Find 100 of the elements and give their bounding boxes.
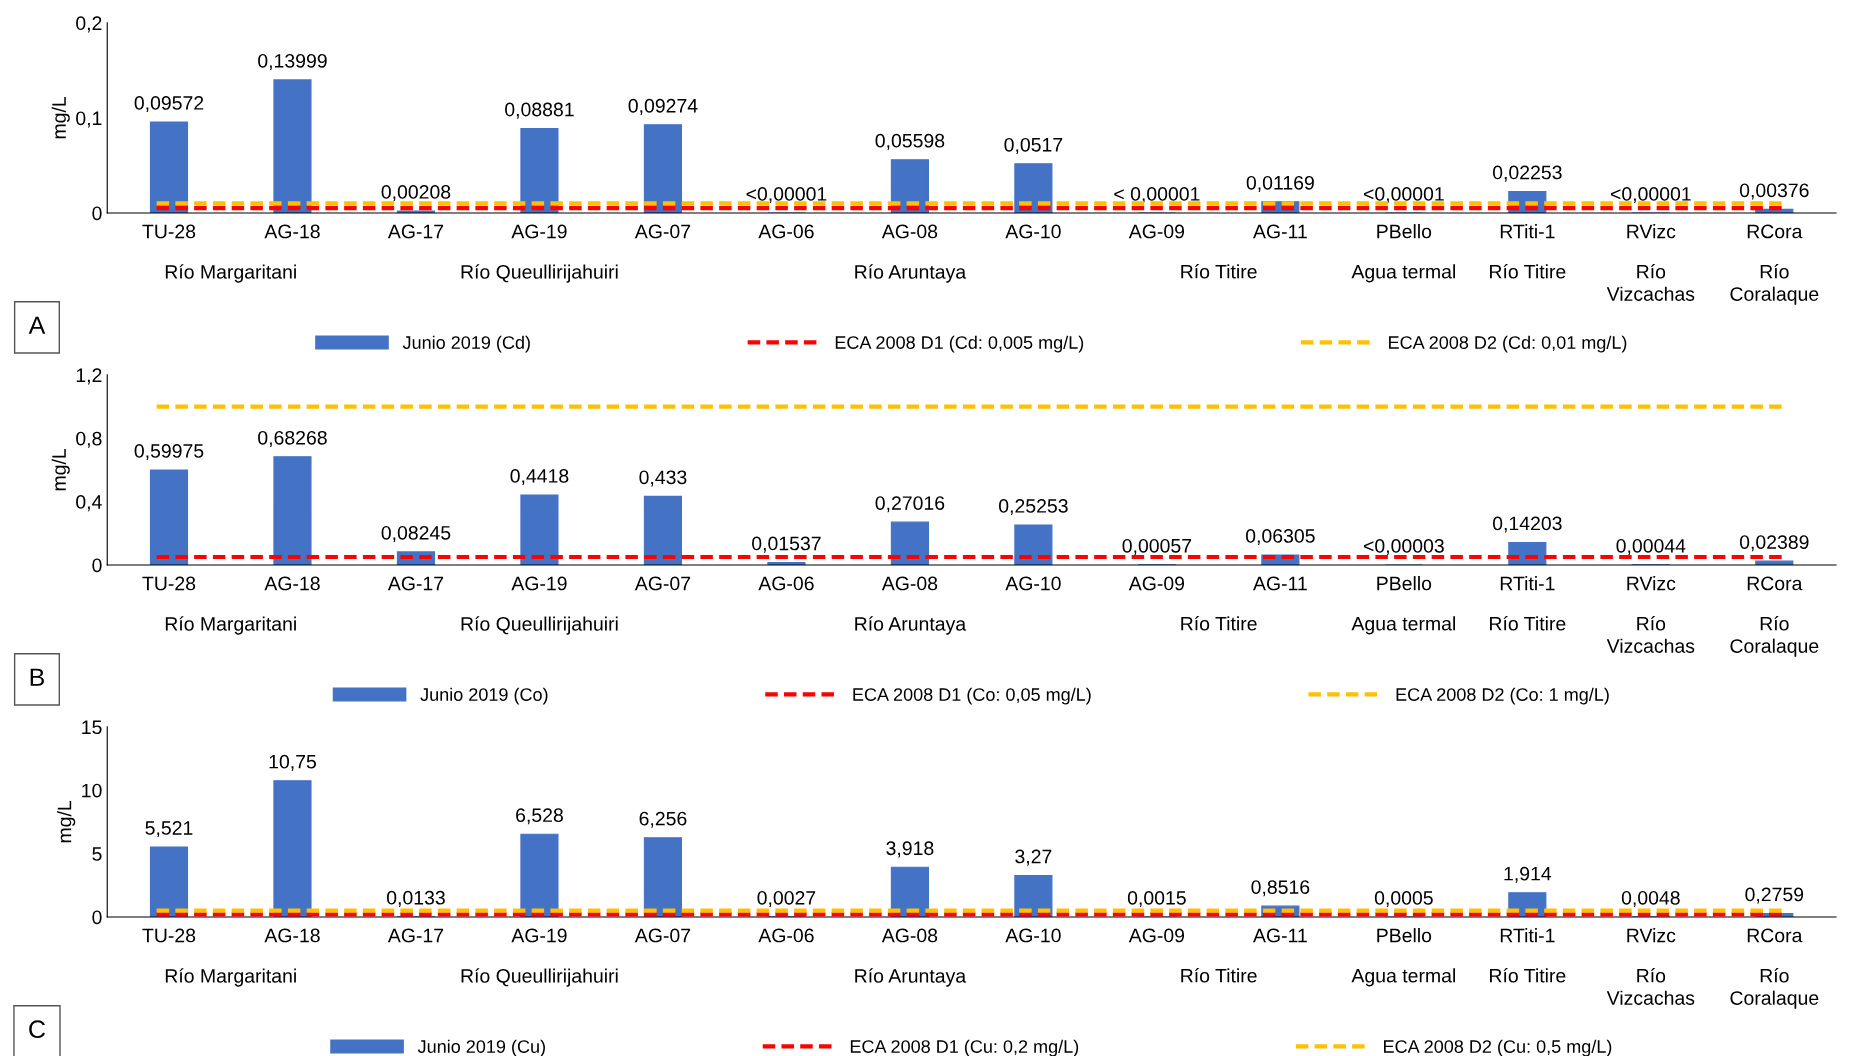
text: Río Titire bbox=[1490, 616, 1566, 631]
data-label: 0,08245 bbox=[381, 525, 451, 543]
text: Agua termal bbox=[1351, 264, 1455, 283]
x-tick-label: TU-28 bbox=[142, 224, 196, 239]
data-label: 3,27 bbox=[1015, 849, 1052, 866]
x-tick-label: AG-09 bbox=[1128, 224, 1185, 239]
x-tick-label: AG-18 bbox=[264, 224, 320, 239]
x-tick-label: AG-11 bbox=[1253, 224, 1307, 239]
data-label: 0,06305 bbox=[1245, 529, 1315, 546]
data-label: 0,25253 bbox=[999, 499, 1068, 516]
x-tick-label: AG-06 bbox=[758, 224, 814, 239]
data-label: <0,00001 bbox=[1610, 187, 1691, 204]
y-tick-label: 0,4 bbox=[76, 495, 102, 512]
data-label: < 0,00001 bbox=[1114, 187, 1200, 204]
legend-label: ECA 2008 D2 (Cd: 0,01 mg/L) bbox=[1389, 335, 1627, 353]
text: Río Coralaque bbox=[1730, 264, 1819, 305]
x-tick-label: AG-09 bbox=[1128, 576, 1185, 591]
data-label: <0,00001 bbox=[1364, 187, 1444, 204]
x-tick-label: TU-28 bbox=[142, 576, 196, 591]
data-label: 0,0015 bbox=[1127, 891, 1186, 908]
data-label: 0,08881 bbox=[505, 102, 574, 119]
x-tick-label: PBello bbox=[1377, 576, 1432, 591]
x-tick-label: AG-18 bbox=[264, 576, 320, 591]
text: Río Aruntaya bbox=[855, 616, 967, 635]
x-tick-label: AG-07 bbox=[634, 224, 691, 239]
y-axis-title: mg/L bbox=[51, 96, 70, 139]
x-tick-label: AG-19 bbox=[511, 224, 567, 239]
x-tick-label: AG-11 bbox=[1253, 928, 1307, 943]
text: Río Titire bbox=[1490, 968, 1566, 983]
x-tick-label: AG-06 bbox=[758, 576, 814, 591]
x-tick-label: AG-17 bbox=[387, 928, 444, 943]
data-label: 6,256 bbox=[639, 811, 687, 828]
x-tick-label: AG-08 bbox=[881, 576, 938, 591]
text: C bbox=[29, 1020, 46, 1039]
data-label: 0,27016 bbox=[875, 496, 945, 513]
x-tick-label: AG-19 bbox=[511, 576, 567, 591]
data-label: 0,0517 bbox=[1004, 137, 1063, 154]
data-label: 10,75 bbox=[269, 754, 316, 771]
text: Río Margaritani bbox=[165, 616, 296, 635]
y-tick-label: 15 bbox=[82, 720, 102, 735]
data-label: 0,0005 bbox=[1374, 891, 1433, 908]
legend-label: ECA 2008 D2 (Cu: 0,5 mg/L) bbox=[1384, 1039, 1612, 1056]
legend-label: Junio 2019 (Cu) bbox=[417, 1039, 545, 1056]
data-label: 0,0027 bbox=[757, 890, 816, 908]
y-tick-label: 10 bbox=[82, 783, 102, 798]
data-label: 0,00057 bbox=[1122, 538, 1192, 555]
y-tick-label: 0 bbox=[92, 910, 102, 925]
x-tick-label: AG-08 bbox=[881, 928, 938, 943]
data-label: 0,02389 bbox=[1739, 535, 1809, 552]
data-label: <0,00003 bbox=[1364, 539, 1444, 556]
data-label: 0,05598 bbox=[875, 133, 945, 150]
x-tick-label: AG-08 bbox=[881, 224, 938, 239]
data-label: 0,09274 bbox=[628, 98, 698, 115]
legend-label: Junio 2019 (Cd) bbox=[402, 335, 530, 353]
x-tick-label: RTiti-1 bbox=[1500, 576, 1555, 591]
data-label: <0,00001 bbox=[746, 187, 827, 204]
x-tick-label: AG-07 bbox=[634, 928, 691, 943]
x-tick-label: AG-10 bbox=[1005, 928, 1061, 943]
data-label: 0,8516 bbox=[1251, 880, 1310, 897]
text: Río Queullirijahuiri bbox=[461, 968, 618, 987]
text: Río Titire bbox=[1490, 264, 1566, 279]
data-label: 0,01169 bbox=[1246, 175, 1314, 192]
x-tick-label: AG-11 bbox=[1253, 576, 1307, 591]
text: Agua termal bbox=[1351, 616, 1455, 635]
data-label: 1,914 bbox=[1504, 866, 1552, 883]
data-label: 5,521 bbox=[145, 821, 193, 838]
data-label: 0,00044 bbox=[1616, 538, 1686, 556]
x-tick-label: RTiti-1 bbox=[1500, 224, 1555, 239]
legend-label: ECA 2008 D2 (Co: 1 mg/L) bbox=[1396, 687, 1609, 705]
text: Río Vizcachas bbox=[1606, 264, 1695, 301]
x-tick-label: RCora bbox=[1747, 928, 1803, 943]
y-tick-label: 0,8 bbox=[76, 431, 102, 448]
data-label: 0,68268 bbox=[258, 430, 327, 447]
x-tick-label: AG-10 bbox=[1005, 224, 1061, 239]
x-tick-label: RCora bbox=[1747, 224, 1803, 239]
x-tick-label: AG-17 bbox=[387, 576, 444, 591]
text: Río Titire bbox=[1181, 616, 1257, 631]
x-tick-label: AG-07 bbox=[634, 576, 691, 591]
data-label: 0,00376 bbox=[1739, 183, 1809, 200]
data-label: 0,00208 bbox=[381, 185, 451, 202]
text: Agua termal bbox=[1351, 968, 1455, 987]
x-tick-label: AG-06 bbox=[758, 928, 814, 943]
y-tick-label: 0,2 bbox=[76, 16, 102, 33]
data-label: 3,918 bbox=[886, 841, 934, 858]
text: A bbox=[28, 316, 46, 334]
x-tick-label: RTiti-1 bbox=[1500, 928, 1555, 943]
text: Río Queullirijahuiri bbox=[461, 264, 618, 283]
y-tick-label: 0 bbox=[92, 558, 102, 573]
text: Río Coralaque bbox=[1730, 968, 1819, 1009]
text: B bbox=[30, 668, 44, 686]
x-tick-label: RVizc bbox=[1627, 576, 1676, 591]
data-label: 0,59975 bbox=[134, 444, 204, 461]
text: Río Aruntaya bbox=[855, 264, 967, 283]
data-label: 0,0048 bbox=[1621, 890, 1680, 908]
data-label: 6,528 bbox=[516, 808, 563, 825]
data-label: 0,433 bbox=[639, 470, 687, 487]
text: Río Queullirijahuiri bbox=[461, 616, 618, 635]
x-tick-label: RCora bbox=[1747, 576, 1803, 591]
legend-label: Junio 2019 (Co) bbox=[420, 687, 548, 705]
y-tick-label: 0,1 bbox=[76, 111, 102, 128]
